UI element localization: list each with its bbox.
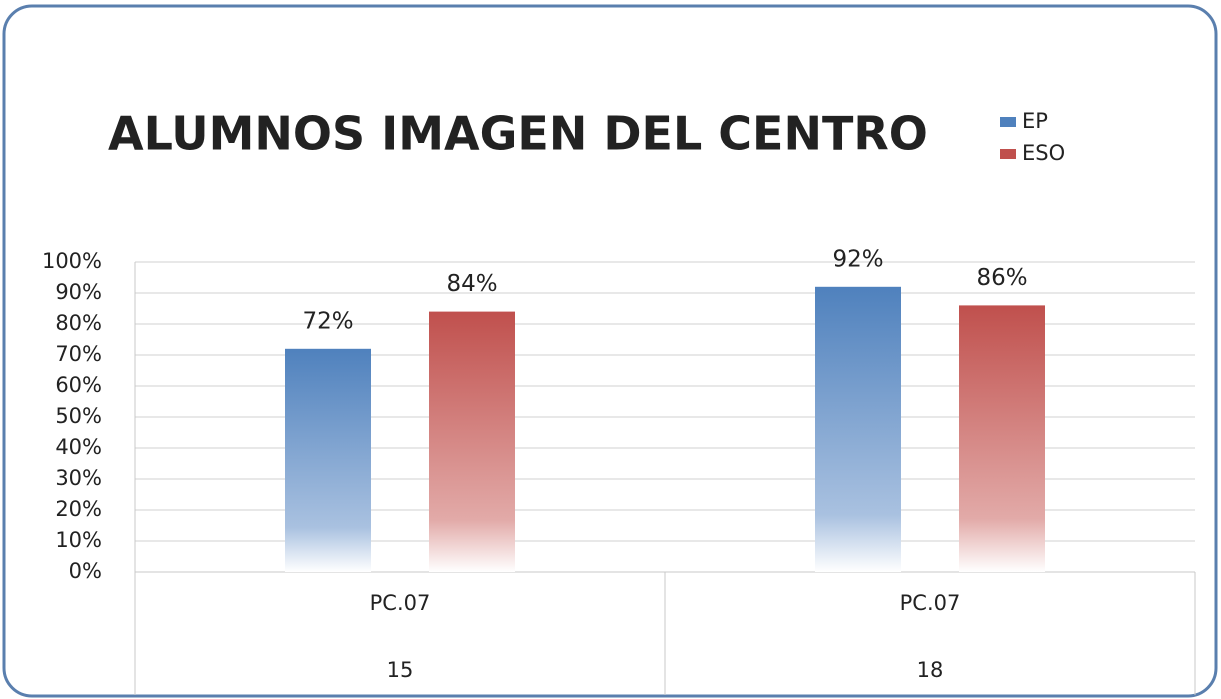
bar <box>959 305 1045 572</box>
data-label: 84% <box>446 271 497 297</box>
data-label: 72% <box>302 308 353 334</box>
legend-swatch <box>1000 149 1016 159</box>
y-tick-label: 90% <box>55 280 102 304</box>
chart-title: ALUMNOS IMAGEN DEL CENTRO <box>108 107 928 161</box>
y-tick-label: 70% <box>55 342 102 366</box>
data-label: 86% <box>976 265 1027 291</box>
x-tick-label: PC.07 <box>370 591 431 615</box>
legend-label: EP <box>1022 109 1048 133</box>
y-tick-label: 20% <box>55 497 102 521</box>
bar <box>285 348 371 572</box>
y-tick-label: 10% <box>55 528 102 552</box>
y-tick-label: 40% <box>55 435 102 459</box>
y-tick-label: 100% <box>42 249 102 273</box>
x-tick-label: PC.07 <box>900 591 961 615</box>
y-tick-label: 60% <box>55 373 102 397</box>
x-tick-label: 18 <box>917 658 944 682</box>
y-tick-label: 0% <box>69 559 102 583</box>
legend-swatch <box>1000 117 1016 127</box>
y-tick-label: 50% <box>55 404 102 428</box>
y-tick-label: 80% <box>55 311 102 335</box>
legend-label: ESO <box>1022 141 1065 165</box>
bar <box>429 311 515 572</box>
x-tick-label: 15 <box>387 658 414 682</box>
y-tick-label: 30% <box>55 466 102 490</box>
data-label: 92% <box>832 246 883 272</box>
bar <box>815 286 901 572</box>
